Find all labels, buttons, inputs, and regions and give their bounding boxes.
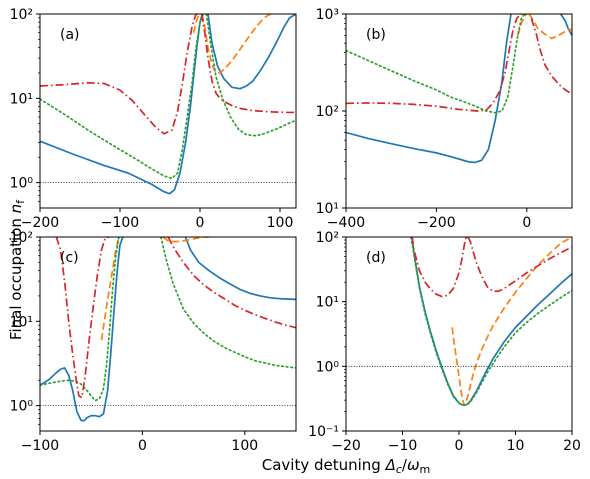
x-tick-label: −200 bbox=[21, 215, 59, 231]
series-line-orange bbox=[451, 237, 572, 407]
series-line-blue bbox=[207, 14, 296, 90]
x-tick-label: −400 bbox=[327, 215, 365, 231]
y-tick-label: 10⁰ bbox=[10, 399, 34, 415]
plot-area bbox=[346, 14, 572, 164]
series-line-green bbox=[205, 14, 296, 137]
y-tick-label: 10² bbox=[10, 7, 33, 23]
series-line-blue bbox=[40, 237, 124, 422]
x-tick-label: −200 bbox=[417, 215, 455, 231]
panel-1: −200 −100 0 100 10⁰ 10¹ 10² (a) bbox=[10, 7, 297, 231]
series-line-green bbox=[159, 237, 296, 369]
series-line-green bbox=[410, 237, 572, 407]
series-line-blue bbox=[184, 237, 296, 301]
axes-frame bbox=[345, 13, 573, 209]
x-tick-label: −10 bbox=[388, 438, 418, 454]
axes-frame bbox=[39, 236, 297, 432]
series-line-red bbox=[411, 237, 468, 298]
y-tick-label: 10¹ bbox=[10, 314, 33, 330]
series-line-orange bbox=[528, 14, 572, 40]
series-line-blue bbox=[40, 14, 204, 195]
x-tick-label: 0 bbox=[138, 438, 147, 454]
panel-3: −100 0 100 10⁰ 10¹ 10² (c) bbox=[10, 230, 297, 454]
plot-area bbox=[346, 237, 572, 407]
x-tick-label: 100 bbox=[231, 438, 258, 454]
x-tick-label: 0 bbox=[455, 438, 464, 454]
panel-2: −400 −200 0 10¹ 10² 10³ (b) bbox=[316, 7, 573, 231]
y-tick-label: 10² bbox=[316, 230, 339, 246]
series-line-red bbox=[200, 14, 296, 114]
x-tick-label: 0 bbox=[196, 215, 205, 231]
series-line-orange bbox=[192, 14, 200, 33]
y-tick-label: 10⁰ bbox=[10, 176, 34, 192]
series-line-green bbox=[40, 14, 205, 180]
x-tick-label: −100 bbox=[21, 438, 59, 454]
panel-4: −20 −10 0 10 20 10⁻¹ 10⁰ 10¹ 10² (d) bbox=[308, 230, 581, 454]
axes-frame bbox=[39, 13, 297, 209]
y-axis-label: Final occupation nf bbox=[7, 199, 27, 340]
series-line-orange bbox=[200, 14, 271, 74]
x-tick-label: 10 bbox=[507, 438, 525, 454]
y-tick-label: 10⁰ bbox=[316, 359, 340, 375]
series-line-orange bbox=[162, 237, 209, 243]
plot-area bbox=[40, 237, 296, 422]
series-line-red bbox=[55, 237, 110, 399]
x-tick-label: −20 bbox=[331, 438, 361, 454]
panel-label: (d) bbox=[366, 250, 386, 266]
y-tick-label: 10¹ bbox=[316, 201, 339, 217]
panel-label: (c) bbox=[60, 250, 79, 266]
y-tick-label: 10² bbox=[316, 104, 339, 120]
x-axis-label: Cavity detuning Δc/ωm bbox=[262, 456, 431, 476]
y-tick-label: 10⁻¹ bbox=[308, 424, 339, 440]
series-line-red bbox=[467, 237, 572, 293]
x-tick-label: −100 bbox=[101, 215, 139, 231]
x-tick-label: 0 bbox=[522, 215, 531, 231]
x-tick-label: 20 bbox=[563, 438, 581, 454]
series-line-red bbox=[167, 237, 296, 329]
series-line-green bbox=[40, 237, 120, 402]
series-line-blue bbox=[346, 14, 512, 164]
y-tick-label: 10² bbox=[10, 230, 33, 246]
series-line-blue bbox=[411, 237, 572, 407]
x-tick-label: 100 bbox=[267, 215, 294, 231]
panel-label: (a) bbox=[60, 27, 80, 43]
plot-area bbox=[40, 14, 296, 195]
series-line-green bbox=[346, 14, 526, 114]
series-line-red bbox=[346, 14, 523, 112]
y-tick-label: 10¹ bbox=[316, 295, 339, 311]
y-tick-label: 10¹ bbox=[10, 91, 33, 107]
y-tick-label: 10³ bbox=[316, 7, 339, 23]
series-line-red bbox=[530, 18, 572, 95]
series-line-blue bbox=[559, 14, 572, 36]
panel-label: (b) bbox=[366, 27, 386, 43]
